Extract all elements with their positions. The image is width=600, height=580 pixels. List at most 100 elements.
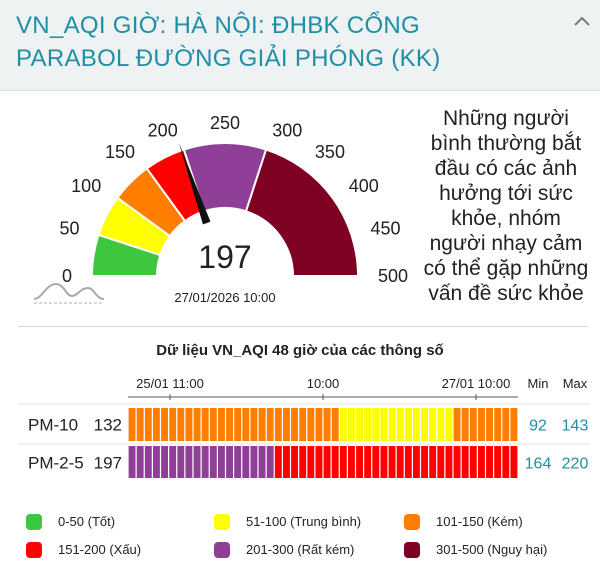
heat-cell: [477, 408, 485, 441]
heat-cell: [339, 446, 347, 478]
heat-cell: [339, 408, 347, 441]
gauge-tick-label: 450: [371, 219, 401, 239]
station-title: VN_AQI GIỜ: HÀ NỘI: ĐHBK CỔNG PARABOL ĐƯ…: [16, 12, 441, 72]
gauge-tick-label: 250: [210, 113, 240, 133]
series-min: 164: [525, 456, 552, 473]
gauge-tick-label: 300: [272, 120, 302, 140]
series-max: 220: [562, 456, 589, 473]
heat-cell: [364, 446, 372, 478]
heat-cell: [502, 408, 510, 441]
heat-cell: [250, 408, 258, 441]
heat-cell: [510, 408, 518, 441]
legend-swatch: [404, 542, 420, 558]
legend-swatch: [26, 514, 42, 530]
heat-cell: [274, 408, 282, 441]
heat-cell: [136, 446, 144, 478]
heat-cell: [169, 408, 177, 441]
heat-cell: [282, 446, 290, 478]
heat-cell: [331, 446, 339, 478]
heat-cell: [169, 446, 177, 478]
heat-cell: [461, 408, 469, 441]
gauge-tick-label: 100: [71, 176, 101, 196]
heat-cell: [469, 446, 477, 478]
gauge-tick-label: 350: [315, 142, 345, 162]
heat-cell: [266, 446, 274, 478]
heat-cell: [282, 408, 290, 441]
legend-label: 301-500 (Nguy hại): [436, 542, 548, 557]
heat-cell: [477, 446, 485, 478]
heat-cell: [193, 446, 201, 478]
legend-swatch: [214, 514, 230, 530]
x-tick-label: 10:00: [307, 376, 340, 391]
heat-cell: [299, 446, 307, 478]
gauge-tick-label: 400: [349, 176, 379, 196]
heat-cell: [421, 408, 429, 441]
gauge-tick-label: 500: [378, 266, 408, 286]
heat-cell: [226, 408, 234, 441]
heat-cell: [242, 446, 250, 478]
heat-cell: [209, 408, 217, 441]
heat-cell: [185, 446, 193, 478]
gauge-tick-label: 0: [62, 266, 72, 286]
heat-cell: [136, 408, 144, 441]
heat-cell: [161, 446, 169, 478]
heat-cell: [152, 408, 160, 441]
heat-cell: [421, 446, 429, 478]
heat-cell: [388, 408, 396, 441]
legend-swatch: [214, 542, 230, 558]
heat-cell: [258, 408, 266, 441]
heat-cell: [234, 446, 242, 478]
heat-cell: [307, 446, 315, 478]
aqi-gauge-panel: 0 50 100 150 200 250 300 350 400 450 500 197 27/01/2…: [0, 92, 420, 318]
heat-cell: [445, 408, 453, 441]
heat-cell: [510, 446, 518, 478]
heat-cell: [315, 446, 323, 478]
x-tick-label: 27/01 10:00: [442, 376, 511, 391]
heat-cell: [486, 408, 494, 441]
legend-label: 0-50 (Tốt): [58, 514, 116, 529]
heat-cell: [299, 408, 307, 441]
heat-cell: [437, 408, 445, 441]
heat-cell: [177, 408, 185, 441]
heat-cell: [144, 446, 152, 478]
heat-cell: [242, 408, 250, 441]
heat-cell: [380, 408, 388, 441]
gauge-tick-label: 150: [105, 142, 135, 162]
heat-cell: [234, 408, 242, 441]
heat-cell: [201, 408, 209, 441]
heat-cell: [291, 408, 299, 441]
heat-cell: [453, 446, 461, 478]
min-header: Min: [528, 376, 549, 391]
heat-cell: [453, 408, 461, 441]
series-current-value: 197: [94, 454, 122, 473]
heat-cell: [128, 408, 136, 441]
heat-cell: [217, 446, 225, 478]
heat-cell: [412, 446, 420, 478]
heat-cell: [266, 408, 274, 441]
heat-cell: [486, 446, 494, 478]
heat-cell: [356, 446, 364, 478]
gauge-timestamp: 27/01/2026 10:00: [174, 290, 275, 305]
divider: [18, 326, 588, 327]
heat-cell: [469, 408, 477, 441]
heat-cell: [404, 408, 412, 441]
health-description: Những người bình thường bắt đầu có các ả…: [423, 107, 589, 305]
heat-cell: [315, 408, 323, 441]
heat-cell: [404, 446, 412, 478]
heat-cell: [461, 446, 469, 478]
gauge-value: 197: [198, 239, 251, 275]
legend-swatch: [404, 514, 420, 530]
series-current-value: 132: [94, 416, 122, 435]
legend-label: 51-100 (Trung bình): [246, 514, 362, 529]
gauge-tick-label: 50: [59, 219, 79, 239]
heat-cell: [291, 446, 299, 478]
gauge-needle: [178, 142, 211, 225]
heat-cell: [209, 446, 217, 478]
chevron-up-icon[interactable]: [572, 14, 592, 28]
heat-cell: [217, 408, 225, 441]
heat-cell: [388, 446, 396, 478]
heat-cell: [437, 446, 445, 478]
series-max: 143: [562, 418, 589, 435]
heat-cell: [429, 408, 437, 441]
